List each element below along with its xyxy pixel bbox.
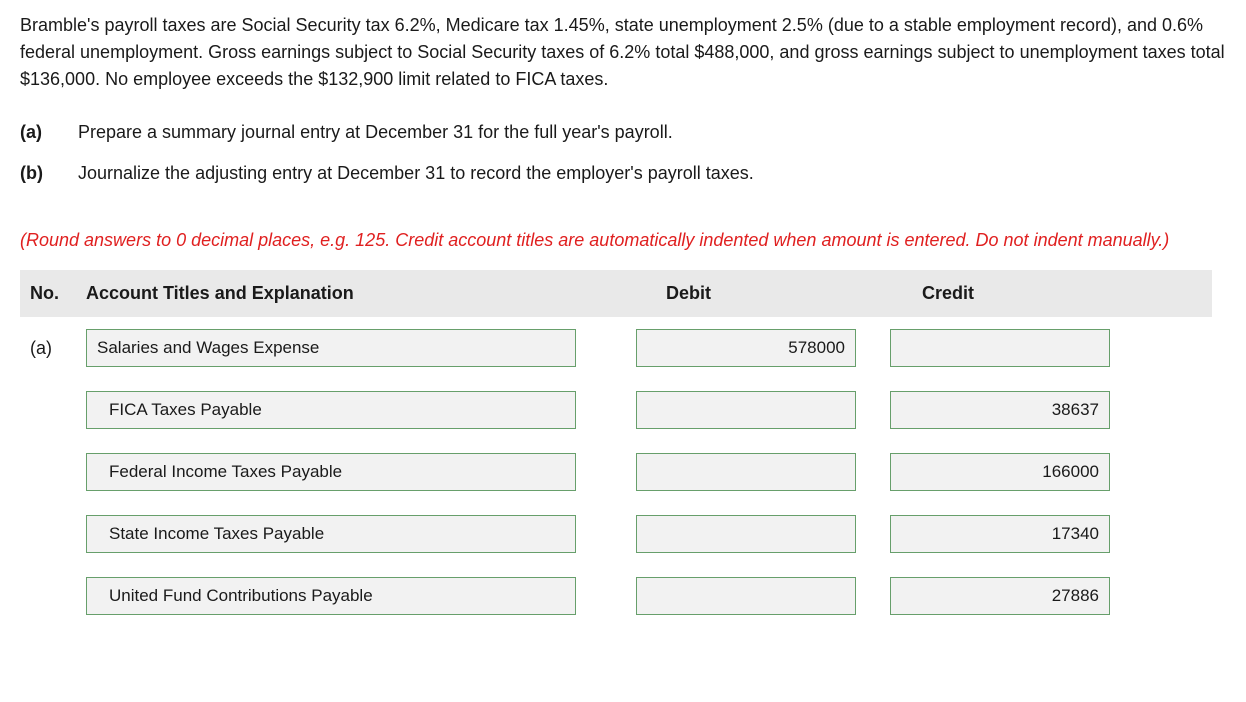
sub-part-a-text: Prepare a summary journal entry at Decem… [78, 119, 673, 146]
table-row [20, 565, 1212, 627]
table-row [20, 503, 1212, 565]
debit-input[interactable] [636, 453, 856, 491]
credit-input[interactable] [890, 391, 1110, 429]
credit-input[interactable] [890, 453, 1110, 491]
problem-intro: Bramble's payroll taxes are Social Secur… [20, 12, 1226, 93]
debit-input[interactable] [636, 577, 856, 615]
debit-input[interactable] [636, 329, 856, 367]
credit-input[interactable] [890, 329, 1110, 367]
credit-input[interactable] [890, 577, 1110, 615]
sub-part-a-label: (a) [20, 119, 78, 146]
table-header: No. Account Titles and Explanation Debit… [20, 270, 1212, 317]
header-debit: Debit [626, 280, 874, 307]
header-credit: Credit [874, 280, 1174, 307]
account-input[interactable] [86, 391, 576, 429]
debit-input[interactable] [636, 515, 856, 553]
sub-parts: (a) Prepare a summary journal entry at D… [20, 119, 1226, 187]
debit-input[interactable] [636, 391, 856, 429]
table-row [20, 441, 1212, 503]
sub-part-a: (a) Prepare a summary journal entry at D… [20, 119, 1226, 146]
credit-input[interactable] [890, 515, 1110, 553]
account-input[interactable] [86, 515, 576, 553]
header-no: No. [30, 280, 86, 307]
table-row [20, 379, 1212, 441]
table-row: (a) [20, 317, 1212, 379]
row-no: (a) [30, 335, 86, 362]
sub-part-b-text: Journalize the adjusting entry at Decemb… [78, 160, 754, 187]
account-input[interactable] [86, 453, 576, 491]
sub-part-b-label: (b) [20, 160, 78, 187]
instruction-text: (Round answers to 0 decimal places, e.g.… [20, 227, 1226, 254]
sub-part-b: (b) Journalize the adjusting entry at De… [20, 160, 1226, 187]
account-input[interactable] [86, 577, 576, 615]
account-input[interactable] [86, 329, 576, 367]
header-title: Account Titles and Explanation [86, 280, 626, 307]
